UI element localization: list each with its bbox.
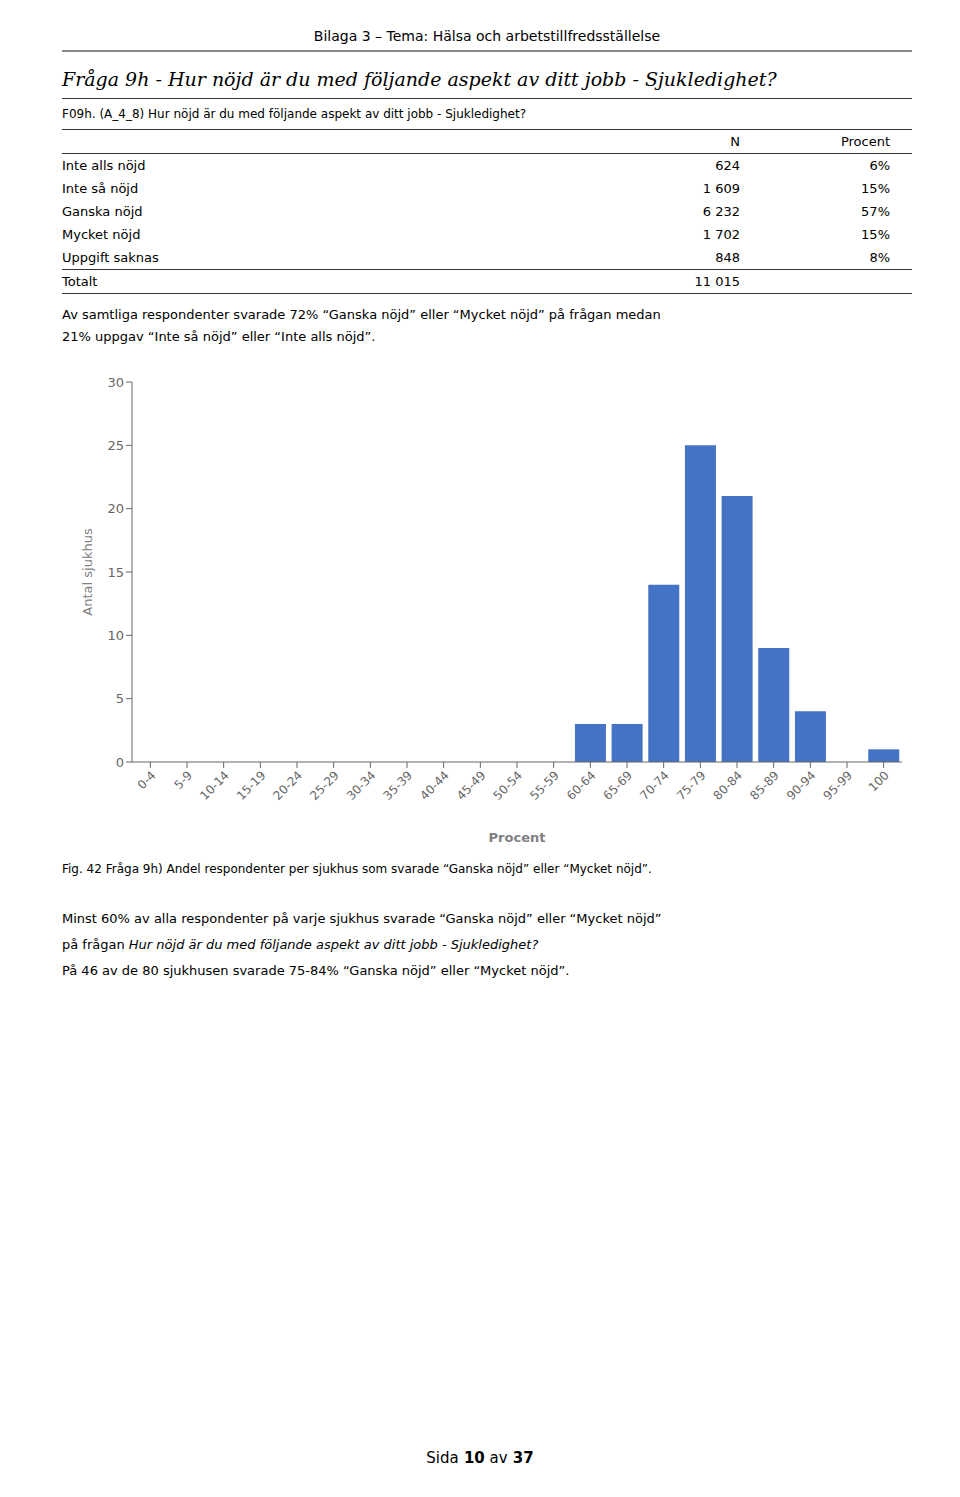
- html-text:Procent: Procent: [840, 134, 890, 149]
- html-text:Sida 10 av 37: Sida 10 av 37: [426, 1449, 534, 1467]
- svg-text:65-69: 65-69: [601, 768, 636, 803]
- svg-text:30: 30: [107, 375, 124, 390]
- svg-text:35-39: 35-39: [381, 768, 416, 803]
- svg-text:25-29: 25-29: [307, 768, 342, 803]
- svg-text:0-4: 0-4: [135, 768, 159, 792]
- html-text:Bilaga 3 – Tema: Hälsa och arb: Bilaga 3 – Tema: Hälsa och arbetstillfre…: [313, 28, 661, 44]
- svg-text:100: 100: [866, 768, 892, 794]
- html-text:15%: 15%: [861, 181, 890, 196]
- html-text:Uppgift saknas: Uppgift saknas: [62, 250, 159, 265]
- svg-text:40-44: 40-44: [417, 768, 452, 803]
- html-text:21% uppgav “Inte så nöjd” elle: 21% uppgav “Inte så nöjd” eller “Inte al…: [62, 329, 376, 344]
- svg-text:30-34: 30-34: [344, 768, 379, 803]
- html-text:Fråga 9h - Hur nöjd är du med: Fråga 9h - Hur nöjd är du med följande a…: [62, 68, 777, 90]
- svg-text:85-89: 85-89: [747, 768, 782, 803]
- svg-text:55-59: 55-59: [527, 768, 562, 803]
- html-text:15%: 15%: [861, 227, 890, 242]
- svg-text:60-64: 60-64: [564, 768, 599, 803]
- html-text:Mycket nöjd: Mycket nöjd: [62, 227, 141, 242]
- html-text:Totalt: Totalt: [62, 274, 98, 289]
- svg-text:90-94: 90-94: [784, 768, 819, 803]
- html-text:11 015: 11 015: [694, 274, 740, 289]
- html-text:624: 624: [715, 158, 740, 173]
- svg-text:15-19: 15-19: [234, 768, 269, 803]
- html-text:Inte alls nöjd: Inte alls nöjd: [62, 158, 146, 173]
- html-text:Inte så nöjd: Inte så nöjd: [62, 181, 139, 196]
- html-text:F09h. (A_4_8) Hur nöjd är du m: F09h. (A_4_8) Hur nöjd är du med följand…: [62, 107, 526, 121]
- html-text:6 232: 6 232: [702, 204, 740, 219]
- svg-text:75-79: 75-79: [674, 768, 709, 803]
- svg-text:80-84: 80-84: [711, 768, 746, 803]
- svg-text:Antal sjukhus: Antal sjukhus: [80, 528, 95, 616]
- svg-text:20-24: 20-24: [271, 768, 306, 803]
- svg-text:0: 0: [116, 755, 124, 770]
- html-text:8%: 8%: [869, 250, 890, 265]
- html-text:Av samtliga respondenter svara: Av samtliga respondenter svarade 72% “Ga…: [62, 307, 661, 322]
- svg-text:20: 20: [107, 501, 124, 516]
- svg-text:10: 10: [107, 628, 124, 643]
- html-text:1 609: 1 609: [702, 181, 740, 196]
- svg-text:45-49: 45-49: [454, 768, 489, 803]
- svg-text:70-74: 70-74: [637, 768, 672, 803]
- svg-text:5: 5: [116, 691, 124, 706]
- html-text:På 46 av de 80 sjukhusen svara: På 46 av de 80 sjukhusen svarade 75-84% …: [62, 963, 570, 978]
- svg-text:Procent: Procent: [489, 830, 546, 845]
- html-text:6%: 6%: [869, 158, 890, 173]
- html-text:1 702: 1 702: [702, 227, 740, 242]
- svg-text:25: 25: [107, 438, 124, 453]
- html-text:Minst 60% av alla respondenter: Minst 60% av alla respondenter på varje …: [62, 911, 662, 926]
- html-text:Fig. 42 Fråga 9h) Andel respon: Fig. 42 Fråga 9h) Andel respondenter per…: [62, 862, 652, 876]
- html-text:57%: 57%: [861, 204, 890, 219]
- html-text:Ganska nöjd: Ganska nöjd: [62, 204, 143, 219]
- svg-text:95-99: 95-99: [821, 768, 856, 803]
- svg-text:5-9: 5-9: [171, 768, 195, 792]
- html-text:på frågan Hur nöjd är du med f: på frågan Hur nöjd är du med följande as…: [62, 937, 539, 952]
- svg-text:15: 15: [107, 565, 124, 580]
- html-text:848: 848: [715, 250, 740, 265]
- svg-text:50-54: 50-54: [491, 768, 526, 803]
- svg-text:10-14: 10-14: [197, 768, 232, 803]
- html-text:N: N: [730, 134, 740, 149]
